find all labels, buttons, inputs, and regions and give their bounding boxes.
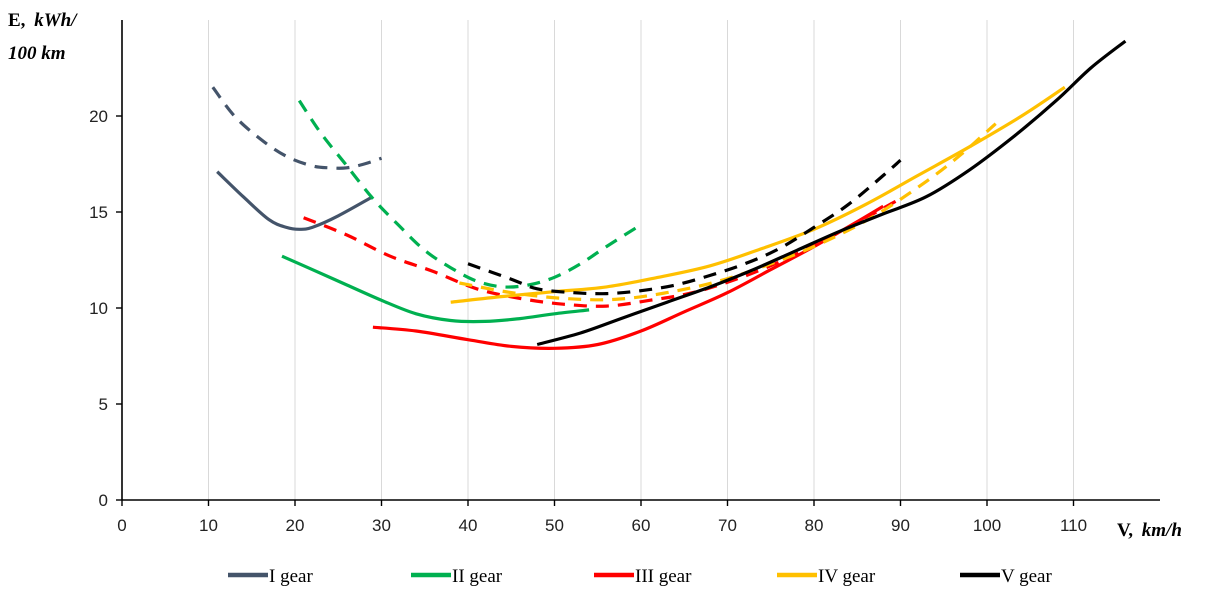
series-line-gear-i-solid bbox=[216, 170, 374, 231]
legend-label: I gear bbox=[269, 566, 313, 587]
x-tick-label: 50 bbox=[545, 516, 564, 535]
series-line-gear-i-dashed bbox=[211, 86, 383, 170]
x-tick-label: 80 bbox=[805, 516, 824, 535]
x-tick-label: 30 bbox=[372, 516, 391, 535]
legend-label: III gear bbox=[635, 566, 692, 587]
y-tick-label: 15 bbox=[89, 203, 108, 222]
x-tick-label: 40 bbox=[459, 516, 478, 535]
x-tick-label: 0 bbox=[117, 516, 126, 535]
x-axis-title: V, km/h bbox=[1117, 520, 1182, 541]
x-axis-title-prefix: V, bbox=[1117, 520, 1133, 541]
series-line-gear-v-dashed bbox=[467, 158, 902, 296]
grid-lines bbox=[208, 20, 1074, 500]
x-tick-label: 90 bbox=[891, 516, 910, 535]
y-tick-label: 20 bbox=[89, 107, 108, 126]
x-tick-label: 100 bbox=[973, 516, 1001, 535]
x-tick-label: 110 bbox=[1060, 516, 1087, 535]
y-tick-label: 10 bbox=[89, 299, 108, 318]
series-layer bbox=[211, 39, 1127, 350]
series-line-gear-ii-dashed bbox=[297, 99, 638, 289]
x-tick-labels: 0 10 20 30 40 50 60 70 80 90 100 110 bbox=[117, 500, 1087, 535]
y-tick-label: 0 bbox=[99, 491, 108, 510]
x-tick-label: 70 bbox=[718, 516, 737, 535]
legend-label: V gear bbox=[1001, 566, 1052, 587]
legend-label: IV gear bbox=[818, 566, 876, 587]
series-line-gear-v-solid bbox=[536, 39, 1127, 347]
y-tick-labels: 0 5 10 15 20 bbox=[89, 107, 122, 510]
y-axis-title-prefix: E, bbox=[8, 10, 26, 31]
y-tick-label: 5 bbox=[99, 395, 108, 414]
y-axis-title-line1: E, kWh/ bbox=[8, 10, 78, 31]
x-tick-label: 10 bbox=[199, 516, 218, 535]
x-tick-label: 20 bbox=[286, 516, 305, 535]
series-line-gear-iii-dashed bbox=[303, 197, 902, 308]
y-axis-title-unit1: kWh/ bbox=[34, 10, 78, 31]
x-tick-label: 60 bbox=[632, 516, 651, 535]
series-line-gear-ii-solid bbox=[281, 254, 590, 324]
legend: I gear II gear III gear IV gear V gear bbox=[228, 566, 1052, 587]
x-axis-title-unit: km/h bbox=[1142, 520, 1182, 541]
y-axis-title-unit2: 100 km bbox=[8, 43, 66, 64]
legend-label: II gear bbox=[452, 566, 503, 587]
